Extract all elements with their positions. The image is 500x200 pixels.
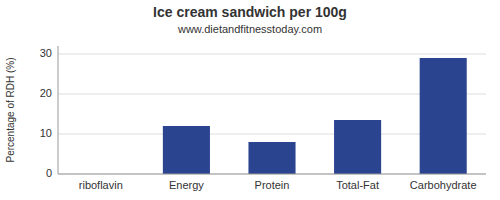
x-axis-line (58, 174, 486, 175)
title: Ice cream sandwich per 100g (153, 4, 347, 20)
bar (420, 58, 467, 174)
subtitle: www.dietandfitnesstoday.com (177, 23, 322, 35)
grid-line (58, 174, 486, 175)
y-tick-label: 20 (40, 87, 52, 99)
bar (248, 142, 295, 174)
grid (58, 54, 486, 174)
y-axis: 0 10 20 30 (40, 46, 58, 179)
y-axis-label: Percentage of RDH (%) (5, 57, 16, 162)
x-tick-label: Protein (255, 179, 290, 191)
y-tick-label: 0 (46, 167, 52, 179)
chart-container: Ice cream sandwich per 100g www.dietandfi… (0, 0, 500, 200)
y-tick-label: 30 (40, 47, 52, 59)
bars (163, 58, 467, 174)
bar (163, 126, 210, 174)
x-tick-label: Carbohydrate (410, 179, 477, 191)
y-axis-line (58, 46, 59, 174)
grid-line (58, 54, 486, 55)
x-tick-label: riboflavin (79, 179, 123, 191)
y-tick-label: 10 (40, 127, 52, 139)
bar (334, 120, 381, 174)
x-tick-label: Energy (169, 179, 204, 191)
x-tick-label: Total-Fat (336, 179, 379, 191)
x-axis: riboflavin Energy Protein Total-Fat Carbohyd… (58, 174, 486, 191)
chart: Ice cream sandwich per 100g www.dietandfi… (0, 0, 500, 200)
